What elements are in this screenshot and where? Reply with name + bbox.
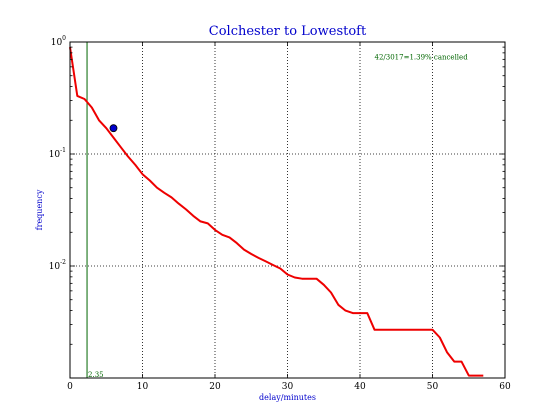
cancelled-annotation: 42/3017=1.39% cancelled: [375, 53, 469, 61]
threshold-label: 2.35: [88, 371, 104, 379]
x-tick-label: 10: [137, 382, 149, 392]
chart-title: Colchester to Lowestoft: [209, 24, 367, 39]
y-axis-label: frequency: [35, 189, 44, 230]
y-tick-label: 10-2: [49, 259, 66, 272]
ticks: 0 10 20 30 40 50 60 100 10-1 10-2: [49, 35, 511, 392]
x-axis-label: delay/minutes: [259, 393, 316, 402]
series-line: [69, 46, 484, 377]
y-tick-label: 100: [51, 35, 66, 48]
x-tick-label: 60: [499, 382, 511, 392]
x-tick-label: 20: [209, 382, 221, 392]
x-tick-label: 40: [354, 382, 366, 392]
y-tick-label: 10-1: [49, 147, 66, 160]
grid: [70, 42, 505, 378]
series: [69, 46, 484, 377]
x-tick-label: 50: [427, 382, 439, 392]
x-tick-label: 30: [282, 382, 294, 392]
marker: [109, 124, 118, 133]
data-point-marker: [109, 124, 118, 133]
x-tick-label: 0: [67, 382, 73, 392]
